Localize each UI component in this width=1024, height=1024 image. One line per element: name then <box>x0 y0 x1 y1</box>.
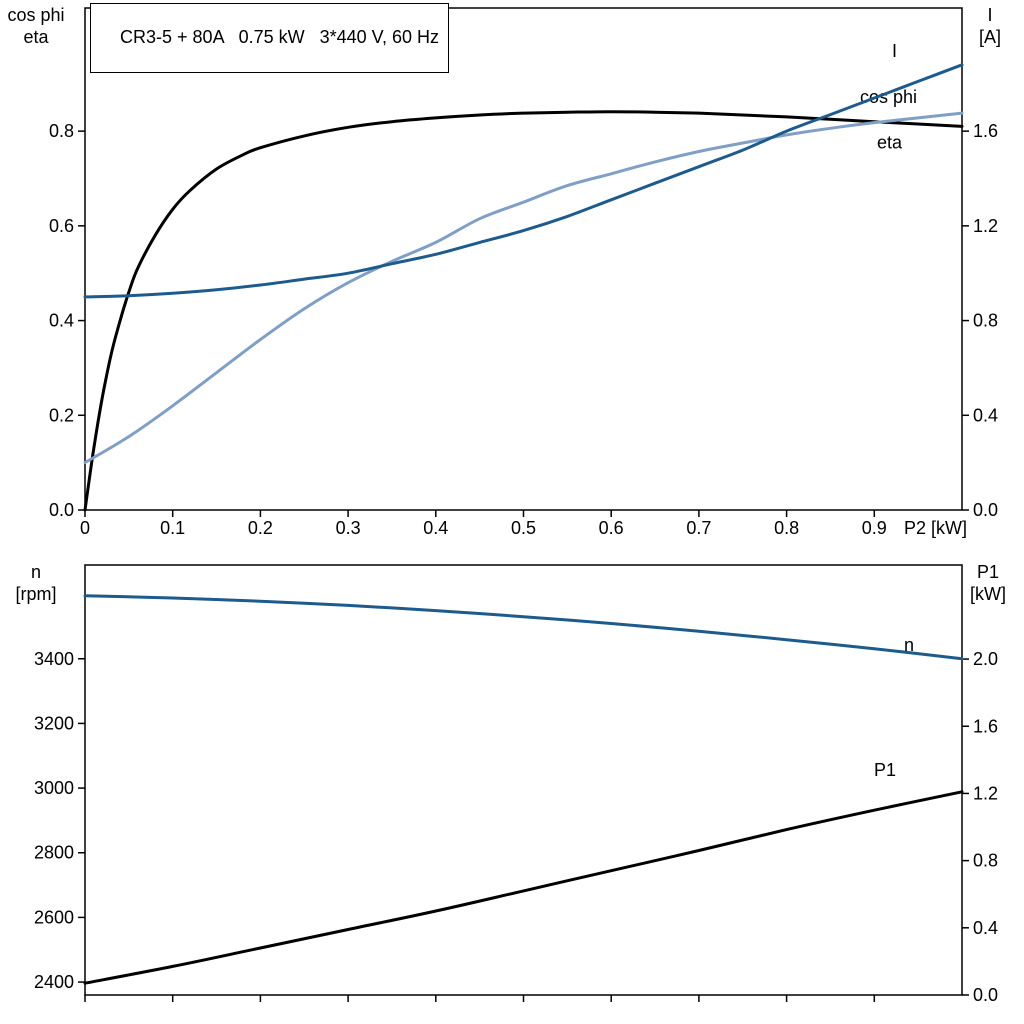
left-axis-tick-label: 0.6 <box>49 216 74 236</box>
bottom-chart-right-axis-title: P1 [kW] <box>956 561 1020 605</box>
left-axis-tick-label: 0.2 <box>49 405 74 425</box>
cos-phi-curve <box>83 111 964 465</box>
speed-curve-label: n <box>904 635 914 655</box>
left-axis-title-line2: [rpm] <box>15 584 57 604</box>
x-axis-tick-label: 0.6 <box>599 518 624 538</box>
cos-phi-curve-label: cos phi <box>860 87 917 107</box>
top-chart-left-axis-title: cos phi eta <box>2 4 70 48</box>
right-axis-tick-label: 0.0 <box>973 500 998 520</box>
right-axis-tick-label: 1.6 <box>973 716 998 736</box>
left-axis-tick-label: 3000 <box>34 778 74 798</box>
left-axis-tick-label: 3400 <box>34 649 74 669</box>
x-axis-tick-label: 0.7 <box>686 518 711 538</box>
x-axis-tick-label: 0.1 <box>160 518 185 538</box>
left-axis-tick-label: 0.4 <box>49 311 74 331</box>
right-axis-tick-label: 0.8 <box>973 311 998 331</box>
left-axis-tick-label: 2600 <box>34 907 74 927</box>
input-power-curve-label: P1 <box>874 760 896 780</box>
right-axis-tick-label: 0.0 <box>973 985 998 1005</box>
right-axis-tick-label: 0.4 <box>973 918 998 938</box>
chart-title-box: CR3-5 + 80A 0.75 kW 3*440 V, 60 Hz <box>90 3 450 73</box>
motor-efficiency-chart: 0.0 0.2 0.4 0.6 0.8 0.0 0.4 0.8 1.2 1.6 0 0.1 0.2 0.3… <box>49 7 998 538</box>
speed-power-chart: 2400 2600 2800 3000 3200 3400 0.0 0.4 0.8 1.2 1.6 2… <box>34 564 998 1005</box>
right-axis-tick-label: 1.2 <box>973 216 998 236</box>
right-axis-tick-label: 0.8 <box>973 851 998 871</box>
x-axis-tick-label: 0.8 <box>774 518 799 538</box>
right-axis-tick-label: 2.0 <box>973 649 998 669</box>
left-axis-tick-label: 3200 <box>34 713 74 733</box>
left-axis-title-line1: cos phi <box>7 5 65 25</box>
speed-curve <box>83 594 964 661</box>
right-axis-tick-label: 1.6 <box>973 121 998 141</box>
current-curve-label: I <box>892 41 897 61</box>
x-axis-tick-label: 0.2 <box>248 518 273 538</box>
left-axis-tick-label: 2800 <box>34 843 74 863</box>
left-axis-tick-label: 2400 <box>34 972 74 992</box>
x-axis-tick-label: 0 <box>80 518 90 538</box>
plot-border <box>84 564 963 996</box>
eta-curve-label: eta <box>877 132 903 152</box>
right-axis-title-line1: P1 <box>976 562 1000 582</box>
bottom-chart-left-axis-title: n [rpm] <box>2 561 70 605</box>
left-axis-title-line2: eta <box>23 27 49 47</box>
right-axis-title-line2: [A] <box>978 27 1001 47</box>
x-axis-unit-label: P2 [kW] <box>904 518 967 538</box>
right-axis-title-line2: [kW] <box>970 584 1006 604</box>
eta-curve <box>83 110 964 512</box>
plot-border <box>84 7 963 511</box>
x-axis-tick-label: 0.5 <box>511 518 536 538</box>
right-axis-tick-label: 0.4 <box>973 405 998 425</box>
chart-title-text: CR3-5 + 80A 0.75 kW 3*440 V, 60 Hz <box>120 27 440 47</box>
x-axis-tick-label: 0.3 <box>336 518 361 538</box>
left-axis-tick-label: 0.8 <box>49 121 74 141</box>
left-axis-title-line1: n <box>30 562 41 582</box>
x-axis-tick-label: 0.9 <box>862 518 887 538</box>
right-axis-title-line1: I <box>987 5 993 25</box>
x-axis-tick-label: 0.4 <box>423 518 448 538</box>
left-axis-tick-label: 0.0 <box>49 500 74 520</box>
input-power-curve <box>83 790 964 985</box>
top-chart-right-axis-title: I [A] <box>960 4 1020 48</box>
right-axis-tick-label: 1.2 <box>973 783 998 803</box>
current-curve <box>83 63 964 299</box>
